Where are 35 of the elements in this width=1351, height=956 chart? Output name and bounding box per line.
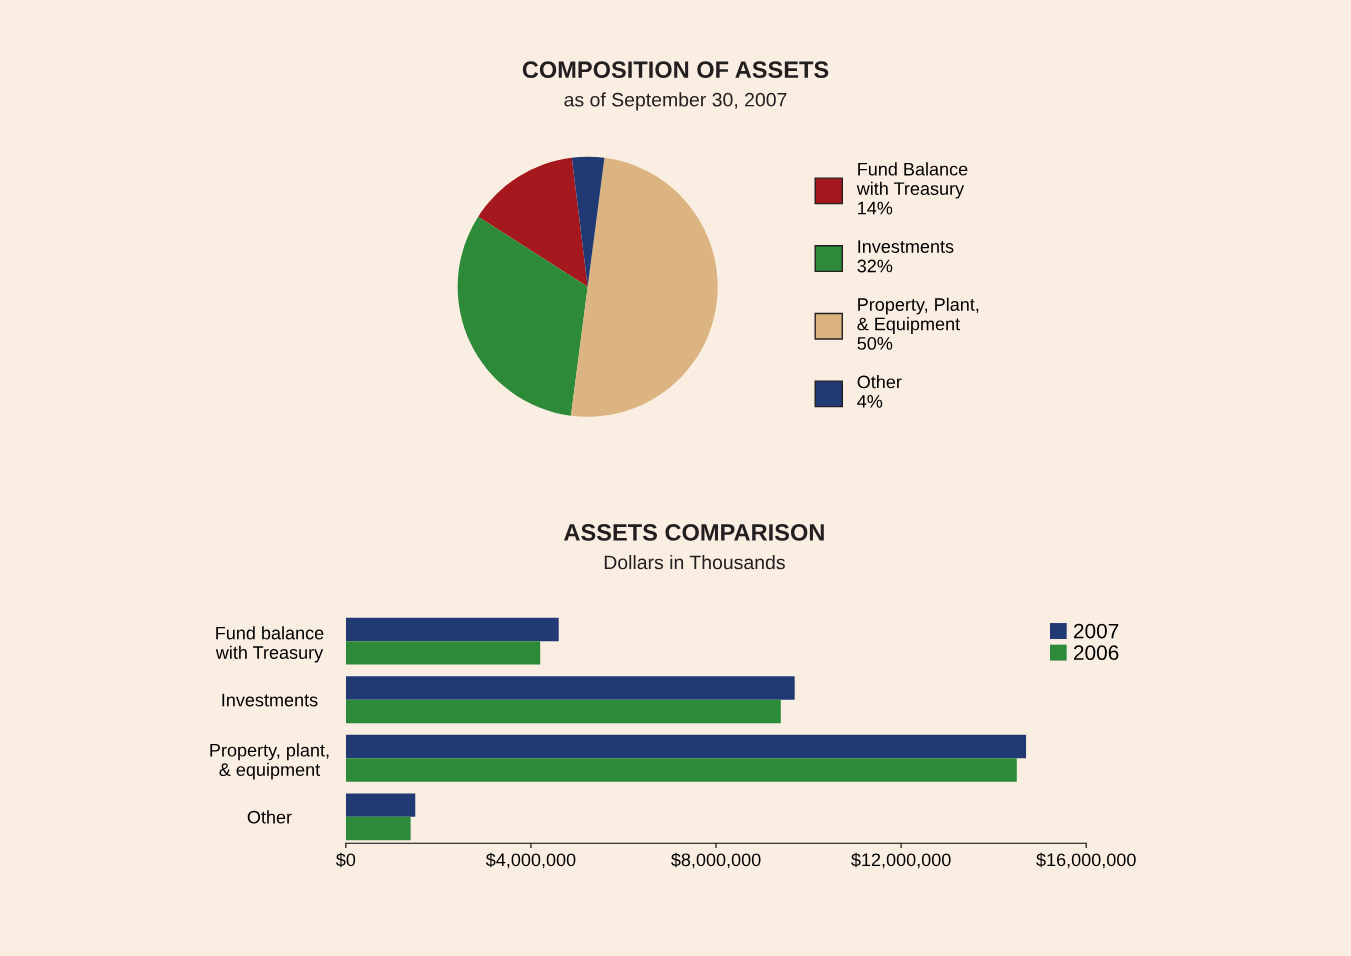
y-tick-label: Fund balance with Treasury [215, 626, 324, 663]
pie-slice [570, 157, 718, 417]
y-tick-label: Property, plant, & equipment [210, 743, 329, 780]
pie-slice [571, 156, 605, 287]
x-tick-label: $0 [336, 852, 356, 868]
chart-subtitle: Dollars in Thousands [604, 554, 785, 570]
chart-title: ASSETS COMPARISON [564, 524, 824, 541]
legend-label: Investments [858, 240, 954, 253]
bar [345, 793, 416, 817]
data-label: 14% [858, 201, 893, 215]
chart-title: COMPOSITION OF ASSETS [522, 61, 829, 79]
bar [345, 758, 1017, 782]
bar [345, 816, 411, 841]
y-tick-label: Other [247, 810, 292, 824]
x-tick-label: $16,000,000 [1036, 852, 1136, 869]
legend-label: 2007 [1073, 623, 1119, 639]
bar [345, 699, 781, 724]
chart-subtitle: as of September 30, 2007 [564, 92, 787, 111]
legend-label: Property, Plant, & Equipment [857, 297, 979, 334]
bar [345, 734, 1027, 759]
y-tick-label: Investments [222, 693, 318, 707]
data-label: 32% [857, 259, 893, 273]
pie-slice [478, 157, 588, 287]
data-label: 4% [857, 395, 883, 408]
bar [345, 641, 541, 665]
legend-label: 2006 [1073, 645, 1119, 661]
data-label: 50% [857, 337, 893, 350]
pie-slice [457, 216, 588, 416]
legend-label: Fund Balance with Treasury [856, 162, 968, 199]
legend-label: Other [857, 375, 902, 389]
bar [345, 676, 795, 700]
bar [345, 617, 559, 642]
x-tick-label: $8,000,000 [671, 852, 761, 869]
x-tick-label: $12,000,000 [851, 852, 951, 869]
x-tick-label: $4,000,000 [485, 852, 576, 869]
